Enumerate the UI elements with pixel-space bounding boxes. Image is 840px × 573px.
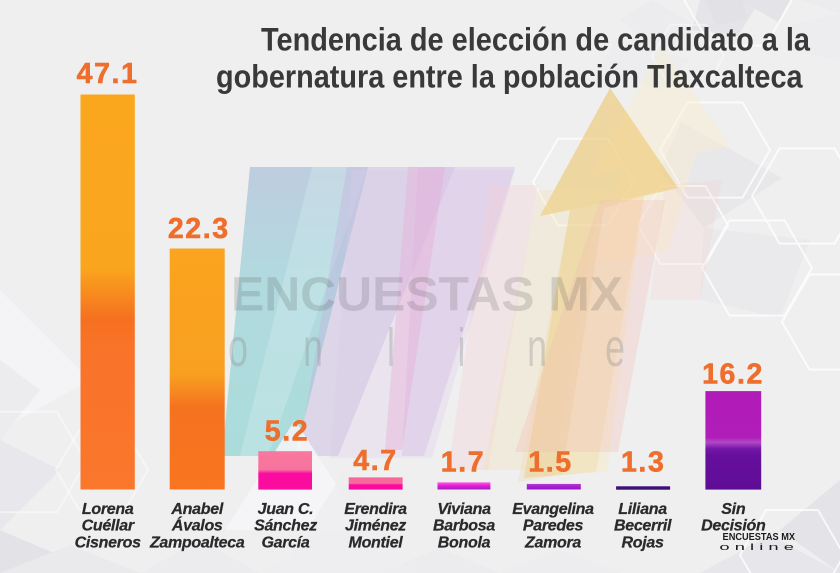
- svg-text:Bonola: Bonola: [438, 535, 491, 552]
- svg-text:ENCUESTAS MX: ENCUESTAS MX: [723, 531, 796, 543]
- svg-text:ENCUESTAS MX: ENCUESTAS MX: [231, 268, 623, 322]
- svg-text:i: i: [458, 318, 466, 378]
- svg-text:4.7: 4.7: [353, 445, 397, 477]
- svg-text:22.3: 22.3: [168, 213, 230, 245]
- svg-text:1.5: 1.5: [528, 447, 572, 479]
- svg-text:Becerril: Becerril: [614, 518, 672, 535]
- svg-text:Jiménez: Jiménez: [345, 518, 406, 535]
- svg-text:5.2: 5.2: [265, 415, 309, 447]
- svg-text:Tendencia de elección de candi: Tendencia de elección de candidato a la: [261, 22, 811, 58]
- svg-text:Juan C.: Juan C.: [258, 501, 314, 518]
- svg-text:16.2: 16.2: [702, 359, 764, 391]
- svg-text:o n l i n e: o n l i n e: [719, 542, 794, 552]
- svg-text:Montiel: Montiel: [349, 535, 404, 552]
- svg-text:Lorena: Lorena: [82, 501, 134, 518]
- svg-text:e: e: [605, 318, 625, 378]
- svg-text:Cuéllar: Cuéllar: [82, 518, 135, 535]
- svg-text:Ávalos: Ávalos: [171, 516, 223, 535]
- svg-text:o: o: [228, 318, 248, 378]
- svg-text:Rojas: Rojas: [622, 535, 664, 552]
- svg-text:Decisión: Decisión: [701, 518, 766, 535]
- svg-text:1.3: 1.3: [621, 447, 665, 479]
- svg-text:Erendira: Erendira: [344, 501, 407, 518]
- svg-text:Cisneros: Cisneros: [75, 535, 141, 552]
- svg-text:n: n: [303, 318, 323, 378]
- svg-text:n: n: [527, 318, 547, 378]
- svg-text:Evangelina: Evangelina: [512, 501, 594, 518]
- svg-text:Liliana: Liliana: [618, 501, 667, 518]
- svg-text:Viviana: Viviana: [437, 501, 491, 518]
- svg-text:1.7: 1.7: [441, 447, 485, 479]
- svg-text:Paredes: Paredes: [523, 518, 584, 535]
- svg-text:Zampoalteca: Zampoalteca: [149, 535, 245, 552]
- svg-text:l: l: [387, 318, 395, 378]
- svg-text:47.1: 47.1: [77, 58, 139, 90]
- svg-text:Zamora: Zamora: [524, 535, 581, 552]
- svg-text:García: García: [261, 535, 309, 552]
- svg-text:gobernatura entre la población: gobernatura entre la población Tlaxcalte…: [216, 59, 803, 95]
- svg-text:Sin: Sin: [721, 501, 746, 518]
- svg-text:Anabel: Anabel: [170, 501, 223, 518]
- svg-text:Barbosa: Barbosa: [433, 518, 495, 535]
- svg-text:Sánchez: Sánchez: [254, 518, 317, 535]
